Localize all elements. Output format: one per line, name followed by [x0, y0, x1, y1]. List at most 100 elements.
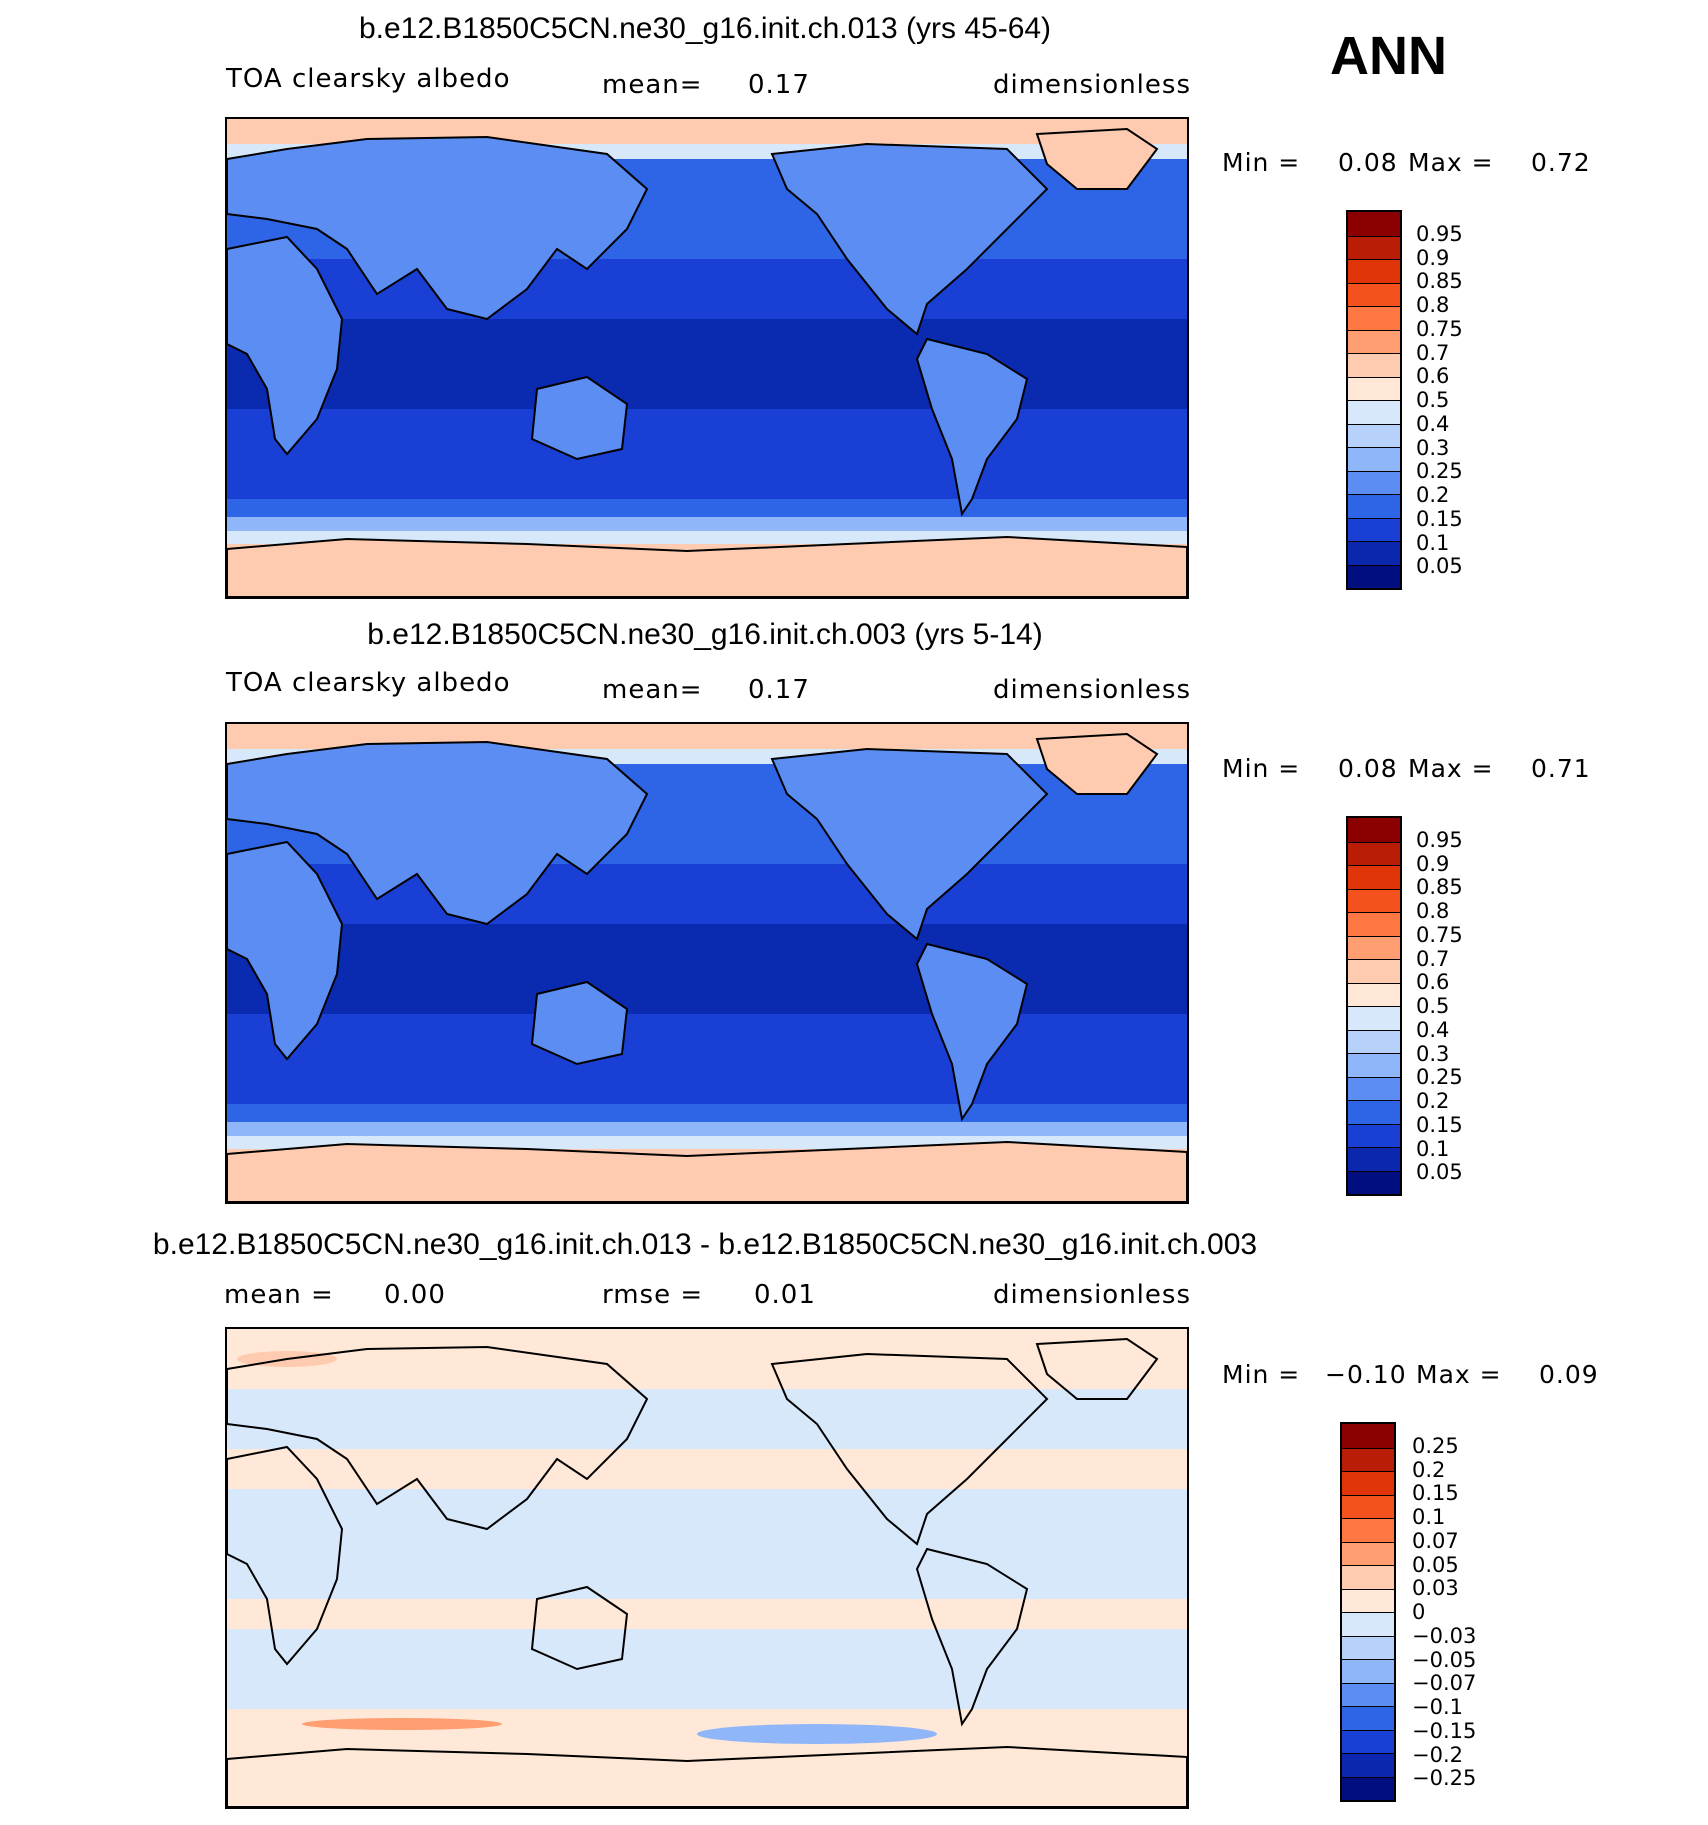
- colorbar-box: [1348, 423, 1400, 447]
- colorbar-box: [1342, 1729, 1394, 1753]
- continent-eurasia: [227, 1345, 649, 1531]
- colorbar-tick-label: 0.1: [1412, 1505, 1446, 1529]
- colorbar-box: [1342, 1753, 1394, 1777]
- panel-2-variable-label: TOA clearsky albedo: [226, 668, 511, 698]
- colorbar-box: [1342, 1635, 1394, 1659]
- colorbar-box: [1348, 841, 1400, 865]
- colorbar-tick-label: 0.05: [1416, 554, 1463, 579]
- colorbar-box: [1348, 982, 1400, 1006]
- continent-samerica: [915, 942, 1029, 1122]
- colorbar-box: [1348, 1170, 1400, 1194]
- colorbar-box: [1342, 1706, 1394, 1730]
- panel-1-colorbar-labels: 0.95 0.9 0.85 0.8 0.75 0.7 0.6 0.5 0.4 0.3 0.25 0.2…: [1416, 210, 1536, 590]
- continent-eurasia: [227, 135, 649, 321]
- colorbar-tick-label: 0.15: [1416, 506, 1463, 531]
- field-band: [227, 1749, 1187, 1807]
- colorbar-tick-label: 0.85: [1416, 875, 1463, 900]
- panel-1-title: b.e12.B1850C5CN.ne30_g16.init.ch.013 (yr…: [358, 12, 1052, 45]
- panel-3-rmse-value: 0.01: [754, 1280, 816, 1310]
- colorbar-tick-label: 0.8: [1416, 899, 1450, 923]
- panel-1-mean-label: mean=: [602, 70, 703, 100]
- colorbar-tick-label: 0.07: [1412, 1528, 1459, 1553]
- colorbar-tick-label: 0: [1412, 1600, 1426, 1624]
- colorbar-box: [1348, 865, 1400, 889]
- negative-anomaly: [697, 1724, 937, 1744]
- colorbar-tick-label: 0.95: [1416, 827, 1463, 852]
- colorbar-box: [1348, 912, 1400, 936]
- colorbar-box: [1348, 888, 1400, 912]
- colorbar-box: [1348, 282, 1400, 306]
- panel-2-max-label: Max =: [1408, 754, 1494, 783]
- season-label: ANN: [1330, 26, 1447, 86]
- panel-3-units: dimensionless: [993, 1280, 1191, 1310]
- field-band: [227, 924, 1187, 1014]
- panel-2-min-label: Min =: [1222, 754, 1301, 783]
- panel-1-max-value: 0.72: [1531, 148, 1591, 177]
- colorbar-tick-label: −0.25: [1412, 1766, 1477, 1791]
- colorbar-box: [1348, 1076, 1400, 1100]
- colorbar-tick-label: 0.2: [1412, 1457, 1446, 1482]
- colorbar-tick-label: 0.25: [1416, 1065, 1463, 1090]
- panel-3-max-value: 0.09: [1539, 1360, 1599, 1389]
- colorbar-tick-label: 0.3: [1416, 1041, 1450, 1066]
- colorbar-tick-label: −0.1: [1412, 1695, 1463, 1719]
- colorbar-box: [1342, 1447, 1394, 1471]
- panel-3-title: b.e12.B1850C5CN.ne30_g16.init.ch.013 - b…: [152, 1228, 1258, 1261]
- panel-3-max-label: Max =: [1416, 1360, 1502, 1389]
- panel-1-mean-value: 0.17: [748, 70, 810, 100]
- colorbar-tick-label: 0.03: [1412, 1576, 1459, 1601]
- colorbar-box: [1348, 1147, 1400, 1171]
- continent-antarctica: [227, 1140, 1187, 1202]
- continent-greenland: [1035, 732, 1159, 795]
- panel-2-mean-label: mean=: [602, 675, 703, 705]
- colorbar-box: [1342, 1565, 1394, 1589]
- panel-1-field: [227, 119, 1187, 597]
- colorbar-box: [1348, 235, 1400, 259]
- panel-2-map: [225, 722, 1189, 1204]
- colorbar-box: [1342, 1659, 1394, 1683]
- colorbar-tick-label: 0.8: [1416, 293, 1450, 317]
- colorbar-tick-label: 0.05: [1416, 1160, 1463, 1185]
- colorbar-tick-label: 0.2: [1416, 483, 1450, 507]
- colorbar-tick-label: 0.1: [1416, 530, 1450, 555]
- colorbar-box: [1348, 259, 1400, 283]
- colorbar-tick-label: 0.7: [1416, 340, 1450, 365]
- colorbar-box: [1348, 517, 1400, 541]
- panel-1-map: [225, 117, 1189, 599]
- colorbar-box: [1348, 1100, 1400, 1124]
- continent-samerica: [915, 337, 1029, 517]
- panel-1-max-label: Max =: [1408, 148, 1494, 177]
- colorbar-box: [1342, 1518, 1394, 1542]
- colorbar-tick-label: 0.6: [1416, 970, 1450, 995]
- colorbar-tick-label: 0.5: [1416, 388, 1450, 412]
- colorbar-tick-label: 0.1: [1416, 1136, 1450, 1161]
- colorbar-box: [1348, 959, 1400, 983]
- panel-1-units: dimensionless: [993, 70, 1191, 100]
- colorbar-box: [1342, 1612, 1394, 1636]
- colorbar-tick-label: 0.5: [1416, 994, 1450, 1018]
- colorbar-box: [1348, 1029, 1400, 1053]
- field-band: [227, 409, 1187, 499]
- colorbar-box: [1348, 541, 1400, 565]
- continent-namerica: [770, 142, 1049, 336]
- panel-2-field: [227, 724, 1187, 1202]
- colorbar-box: [1348, 212, 1400, 236]
- panel-3-min-value: −0.10: [1325, 1360, 1407, 1389]
- colorbar-tick-label: 0.3: [1416, 435, 1450, 460]
- continent-africa: [227, 840, 344, 1061]
- colorbar-tick-label: 0.25: [1416, 459, 1463, 484]
- colorbar-box: [1348, 1053, 1400, 1077]
- continent-africa: [227, 235, 344, 456]
- continent-antarctica: [227, 1745, 1187, 1807]
- panel-2-colorbar: [1346, 816, 1402, 1196]
- field-band: [227, 1389, 1187, 1449]
- colorbar-box: [1348, 1123, 1400, 1147]
- field-band: [227, 1449, 1187, 1489]
- colorbar-tick-label: 0.25: [1412, 1433, 1459, 1458]
- panel-1-min-label: Min =: [1222, 148, 1301, 177]
- continent-australia: [530, 980, 629, 1066]
- colorbar-box: [1348, 818, 1400, 842]
- colorbar-box: [1348, 306, 1400, 330]
- colorbar-box: [1348, 564, 1400, 588]
- colorbar-box: [1348, 494, 1400, 518]
